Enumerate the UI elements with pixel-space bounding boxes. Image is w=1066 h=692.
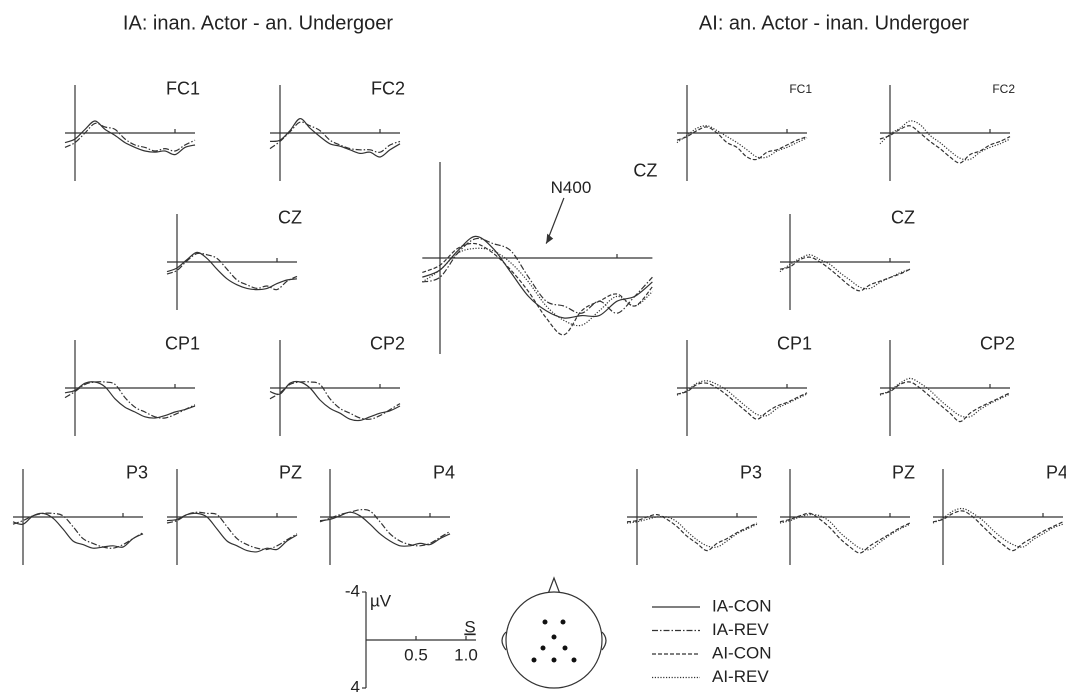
legend-label: AI-REV: [712, 667, 769, 686]
head: [505, 591, 603, 689]
waveform: [676, 380, 808, 417]
electrode: [551, 657, 557, 663]
waveform: [269, 118, 401, 158]
electrode: [542, 619, 548, 625]
electrode: [531, 657, 537, 663]
electrode: [571, 657, 577, 663]
electrode-label: CP2: [370, 334, 405, 354]
waveform: [12, 512, 144, 549]
waveform: [269, 381, 401, 420]
waveform: [64, 122, 196, 152]
electrode-label: CZ: [633, 160, 657, 180]
electrode: [540, 645, 546, 651]
legend-label: AI-CON: [712, 643, 772, 662]
waveform: [879, 377, 1011, 418]
panel-title: AI: an. Actor - inan. Undergoer: [699, 12, 969, 34]
waveform: [421, 247, 653, 327]
waveform: [64, 381, 196, 419]
scale-x-label: 1.0: [454, 645, 478, 664]
waveform: [64, 381, 196, 419]
waveform: [932, 510, 1064, 552]
waveform: [626, 513, 758, 552]
electrode-label: P3: [740, 463, 762, 483]
waveform: [12, 512, 144, 549]
panel-title: IA: inan. Actor - an. Undergoer: [123, 12, 393, 34]
waveform: [166, 512, 298, 553]
waveform: [676, 382, 808, 420]
arrow-head: [546, 233, 554, 244]
waveform: [879, 381, 1011, 423]
waveform: [319, 511, 451, 547]
waveform: [779, 254, 911, 290]
legend-label: IA-CON: [712, 596, 772, 615]
electrode-label: PZ: [279, 463, 302, 483]
scale-y-label: -4: [345, 581, 360, 600]
electrode-label: P4: [433, 463, 455, 483]
electrode-label: CP1: [165, 334, 200, 354]
electrode-label: FC1: [789, 82, 812, 96]
electrode-label: P3: [126, 463, 148, 483]
waveform: [779, 512, 911, 554]
electrode-label: FC2: [992, 82, 1015, 96]
waveform: [166, 251, 298, 291]
waveform: [879, 120, 1011, 161]
waveform: [422, 237, 653, 314]
scale-y-label: 4: [351, 677, 360, 692]
waveform: [166, 252, 298, 291]
electrode-label: FC1: [166, 79, 200, 99]
electrode: [560, 619, 566, 625]
scale-x-label: 0.5: [404, 645, 428, 664]
waveform: [779, 513, 911, 551]
annotation: N400: [551, 178, 592, 197]
ear: [601, 631, 607, 651]
electrode-label: CZ: [891, 208, 915, 228]
electrode-label: P4: [1046, 463, 1066, 483]
legend-label: IA-REV: [712, 620, 769, 639]
electrode-label: CZ: [278, 208, 302, 228]
electrode: [562, 645, 568, 651]
waveform: [422, 242, 653, 336]
ear: [501, 631, 507, 651]
electrode: [551, 634, 557, 640]
electrode-label: PZ: [892, 463, 915, 483]
waveform: [676, 125, 808, 159]
waveform: [269, 121, 401, 153]
waveform: [626, 515, 758, 548]
waveform: [64, 120, 196, 156]
nose: [547, 576, 561, 595]
waveform: [932, 507, 1064, 548]
scale-x-unit: S: [464, 617, 475, 636]
waveform: [269, 380, 401, 422]
electrode-label: CP1: [777, 334, 812, 354]
electrode-label: FC2: [371, 79, 405, 99]
electrode-label: CP2: [980, 334, 1015, 354]
waveform: [676, 126, 808, 161]
head-map: [501, 576, 607, 689]
scale-y-unit: µV: [370, 591, 392, 610]
waveform: [319, 508, 451, 547]
